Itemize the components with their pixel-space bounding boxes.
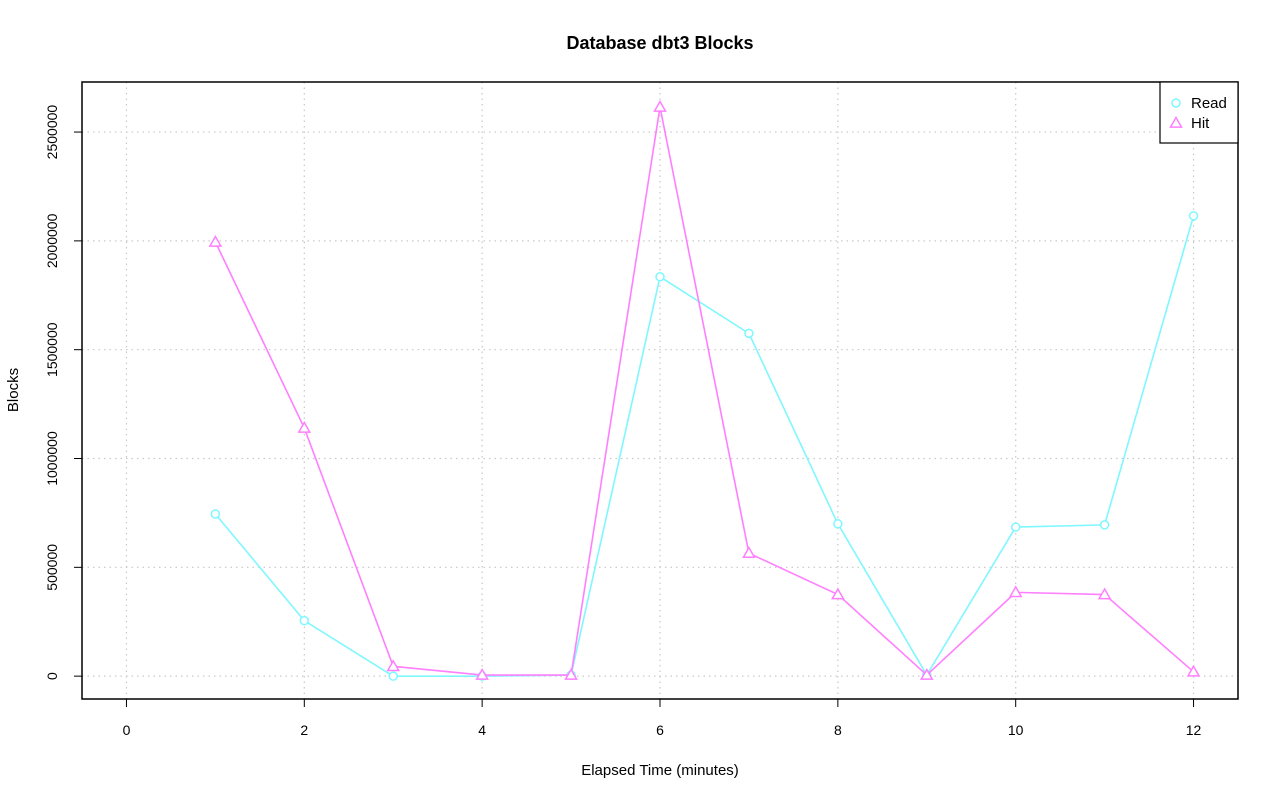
data-point-read [299, 615, 310, 626]
x-axis-label: Elapsed Time (minutes) [581, 762, 739, 779]
data-point-read [1188, 211, 1199, 221]
data-point-hit [1186, 664, 1201, 677]
x-tick-label: 0 [123, 722, 131, 738]
series-read [210, 211, 1199, 681]
data-point-hit [1008, 585, 1023, 598]
series-line-read [214, 215, 1195, 677]
data-point-hit [919, 668, 934, 680]
series-line-hit [214, 106, 1195, 677]
data-point-hit [653, 100, 667, 112]
legend-item-read: Read [1171, 95, 1227, 112]
y-tick-label: 2500000 [44, 105, 60, 160]
data-point-read [744, 328, 754, 339]
legend-box [1159, 81, 1239, 144]
x-tick-label: 8 [834, 722, 842, 738]
x-tick-label: 4 [478, 722, 486, 738]
legend-label-read: Read [1191, 95, 1227, 112]
y-tick-label: 500000 [44, 544, 60, 591]
chart-title: Database dbt3 Blocks [566, 33, 753, 53]
data-point-read [655, 272, 665, 282]
data-point-read [833, 519, 843, 529]
y-tick-label: 2000000 [44, 213, 60, 268]
grid-lines [82, 82, 1238, 699]
y-axis-label: Blocks [5, 368, 22, 412]
data-point-read [1099, 520, 1110, 530]
series-layer [208, 100, 1201, 681]
y-tick-label: 1500000 [44, 322, 60, 377]
data-point-hit [208, 234, 223, 247]
x-axis: 0 2 4 6 8 10 12 [123, 699, 1202, 738]
legend: Read Hit [1159, 81, 1239, 144]
data-point-hit [475, 668, 489, 680]
x-tick-label: 2 [300, 722, 308, 738]
y-tick-label: 0 [44, 672, 60, 680]
x-tick-label: 10 [1008, 722, 1024, 738]
data-point-hit [831, 587, 845, 600]
series-hit [208, 100, 1201, 680]
data-point-hit [297, 421, 312, 433]
legend-label-hit: Hit [1191, 115, 1210, 132]
legend-marker-hit [1169, 115, 1183, 128]
data-point-read [1010, 522, 1021, 532]
data-point-read [388, 671, 398, 681]
data-point-hit [564, 668, 578, 680]
y-tick-label: 1000000 [44, 431, 60, 486]
data-point-hit [386, 659, 401, 672]
data-point-hit [1097, 587, 1112, 600]
y-axis: 0 500000 1000000 1500000 2000000 2500000 [44, 105, 82, 680]
data-point-hit [742, 546, 756, 559]
x-tick-label: 12 [1186, 722, 1202, 738]
x-tick-label: 6 [656, 722, 664, 738]
legend-marker-read [1171, 98, 1181, 108]
legend-item-hit: Hit [1169, 115, 1210, 132]
data-point-read [210, 509, 221, 519]
